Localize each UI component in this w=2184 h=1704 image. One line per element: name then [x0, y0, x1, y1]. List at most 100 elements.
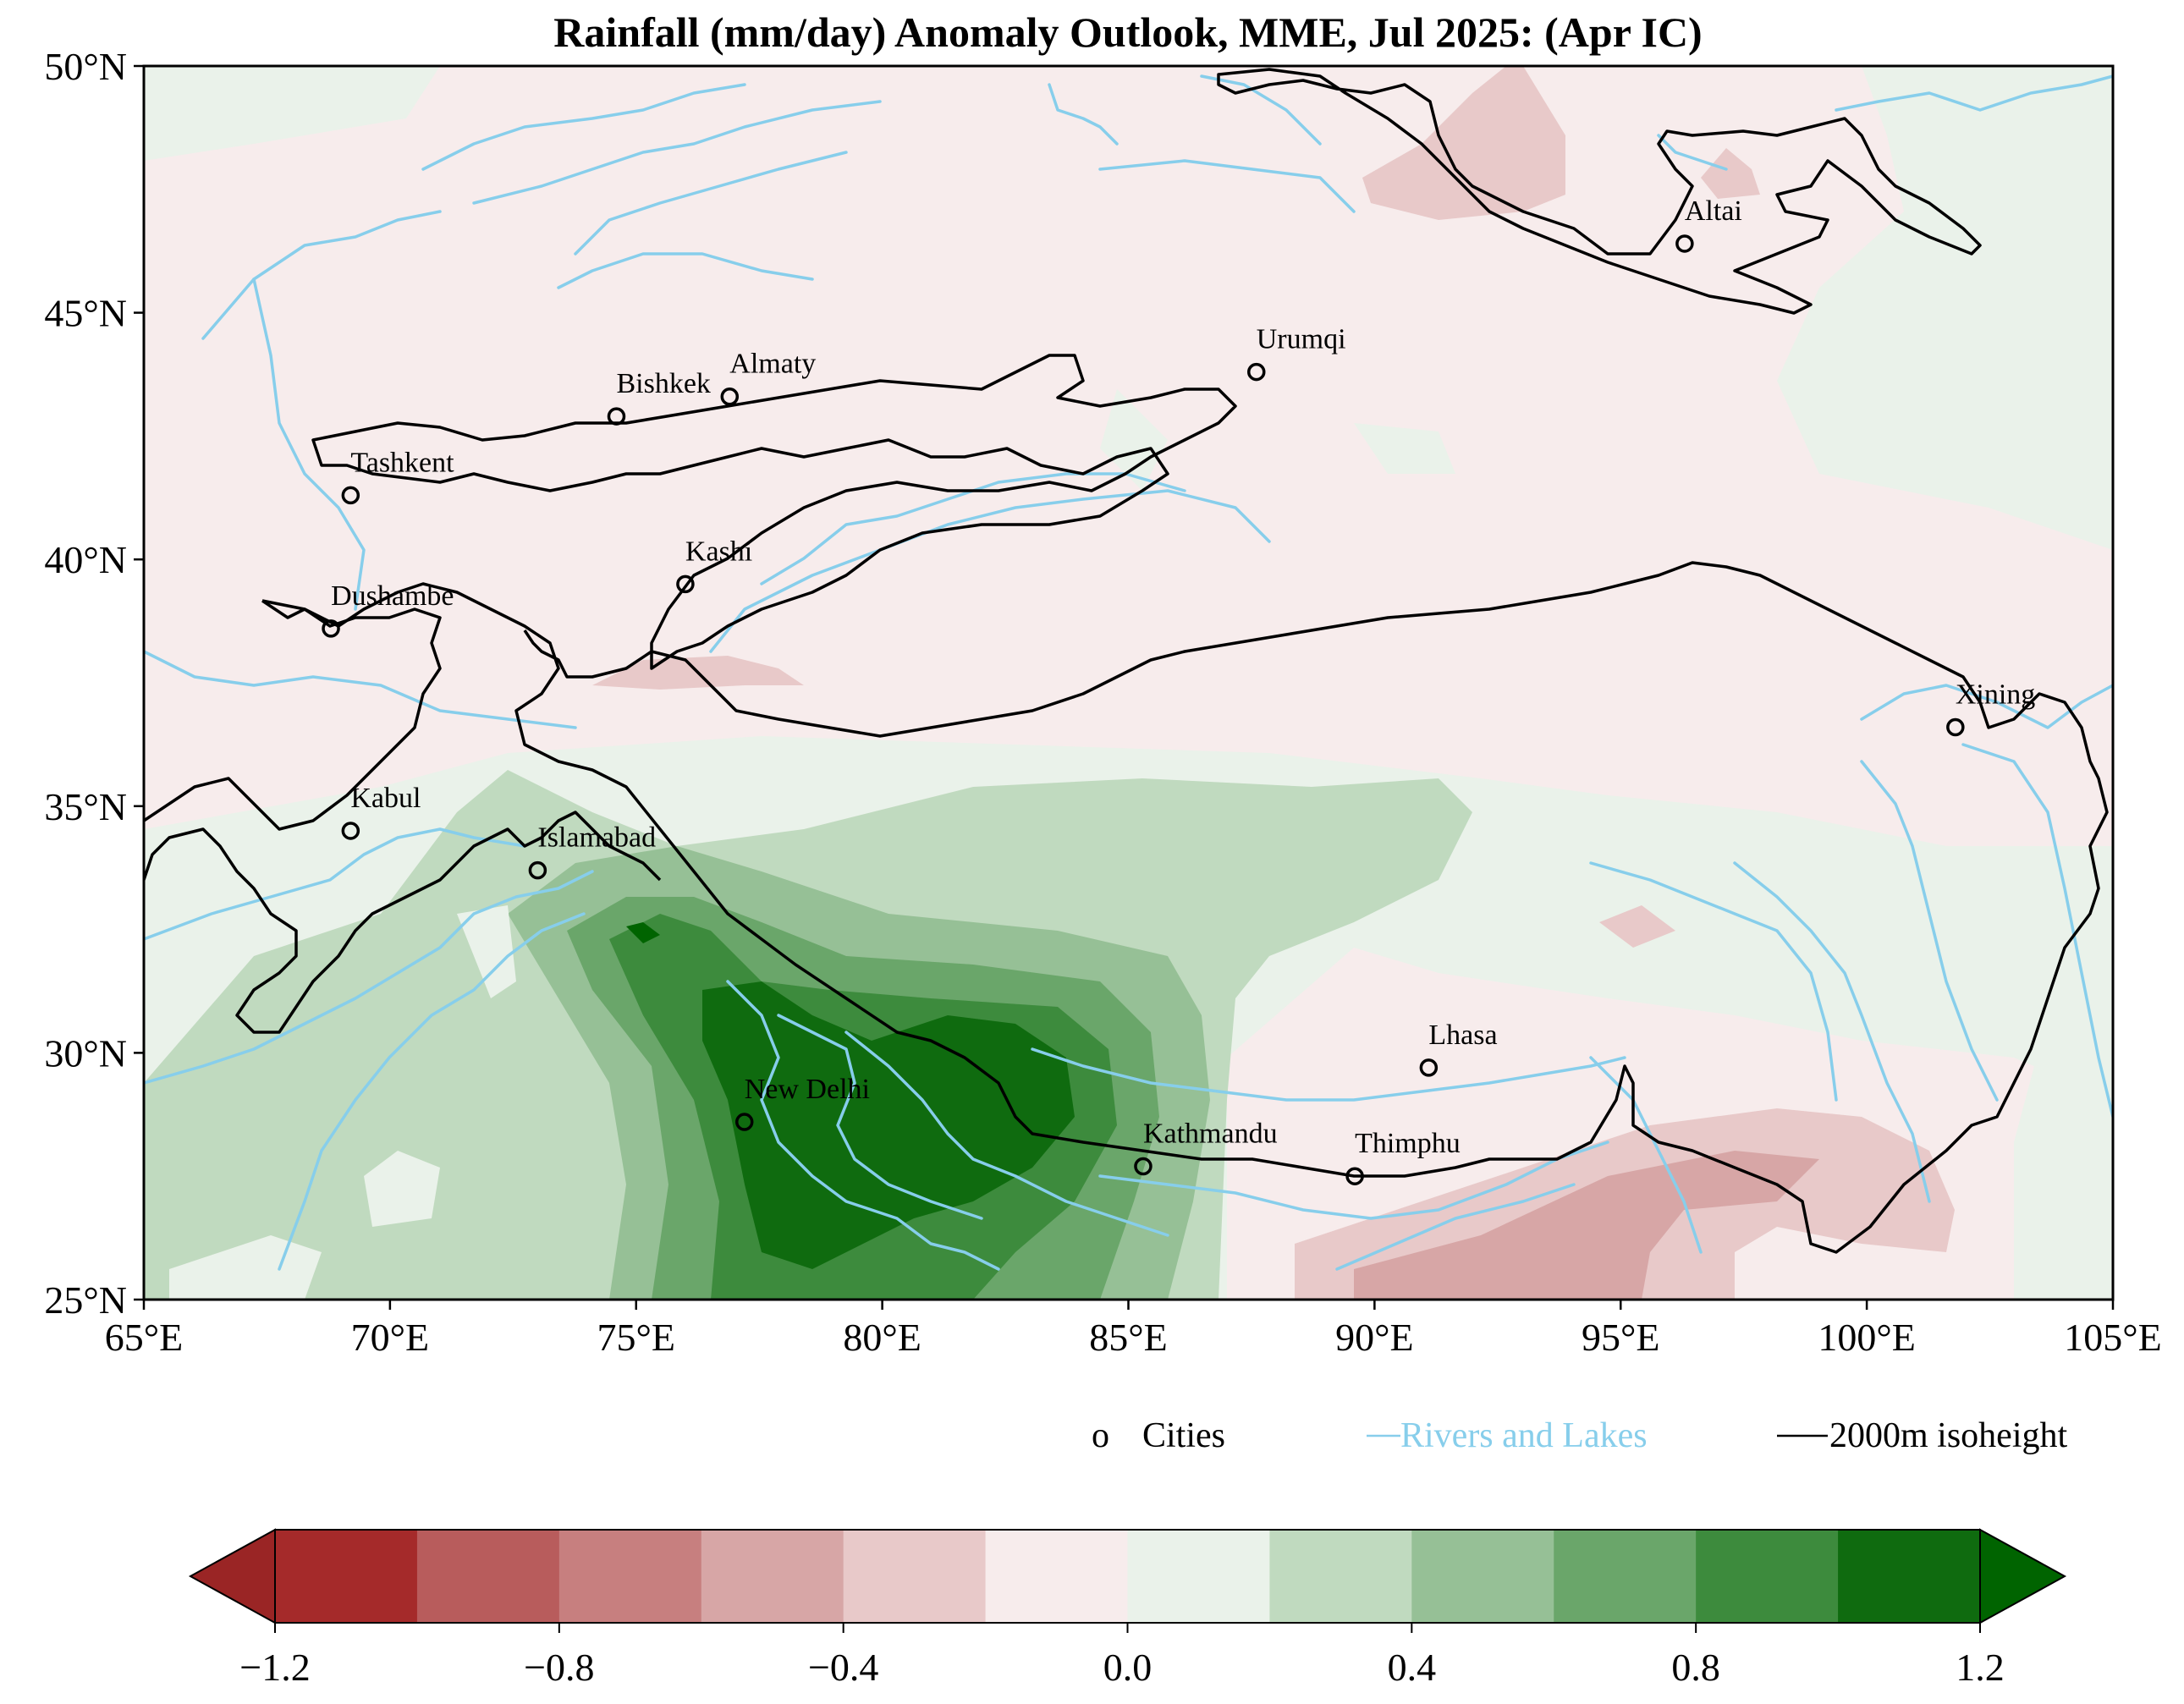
- river-north-8: [1098, 159, 1356, 213]
- x-tick-label: 65°E: [105, 1316, 184, 1359]
- city-marker: [341, 822, 360, 840]
- anomaly-band-neg-0.2-0.4-altai: [1701, 148, 1760, 199]
- colorbar-segment: [558, 1530, 702, 1623]
- map-area: Altai Urumqi Almaty Bishkek Tashkent Kashi Dus…: [144, 66, 2113, 1300]
- city-label: Almaty: [729, 349, 816, 380]
- river-east-3: [1733, 861, 1931, 1203]
- anomaly-band-neg-0.2-0.4-north: [1362, 66, 1565, 220]
- river-brahmaputra: [1098, 1141, 1609, 1220]
- x-tick-label: 100°E: [1818, 1316, 1916, 1359]
- river-tarim: [709, 489, 1271, 653]
- river-west-1: [144, 650, 577, 729]
- river-east-4: [1860, 760, 1999, 1102]
- colorbar-segment: [1127, 1530, 1270, 1623]
- anomaly-band-1.0-1.2: [702, 981, 1075, 1269]
- anomaly-band-light-green-patch-b: [1354, 423, 1455, 474]
- isoheight-tibet: [261, 561, 2109, 1254]
- colorbar-segment: [701, 1530, 844, 1623]
- x-tick-label: 70°E: [351, 1316, 430, 1359]
- isoheight-pamir-hindukush: [144, 599, 442, 831]
- y-tick-label: 25°N: [44, 1278, 127, 1322]
- anomaly-band-light-green-ne: [1777, 66, 2113, 550]
- y-tick-label: 45°N: [44, 292, 127, 335]
- legend-cities-marker: o: [1092, 1416, 1109, 1455]
- city-bishkek: Bishkek: [607, 368, 711, 426]
- city-marker: [607, 407, 626, 426]
- colorbar-tick-label: −0.4: [808, 1646, 878, 1689]
- y-tick-label: 30°N: [44, 1031, 127, 1075]
- river-indus-3: [278, 912, 586, 1271]
- axis-tick-labels: 65°E 70°E 75°E 80°E 85°E 90°E 95°E 100°E 105°E 50…: [44, 45, 2161, 1359]
- city-marker: [734, 1113, 754, 1131]
- city-marker: [676, 574, 695, 594]
- y-tick-label: 40°N: [44, 538, 127, 581]
- river-east-5: [1961, 743, 2113, 1119]
- colorbar-segment: [985, 1530, 1128, 1623]
- city-islamabad: Islamabad: [528, 822, 656, 880]
- legend: o Cities Rivers and Lakes 2000m isoheigh…: [1092, 1416, 2067, 1455]
- city-marker: [1946, 717, 1965, 737]
- river-ganges-3: [844, 1031, 1169, 1237]
- legend-isoheight-label: 2000m isoheight: [1829, 1416, 2067, 1455]
- anomaly-band-light-green-patch-a: [1100, 389, 1168, 491]
- colorbar-extend-under: [188, 1528, 276, 1624]
- isoheight-afghan-west: [144, 811, 662, 1034]
- x-tick-label: 75°E: [597, 1316, 676, 1359]
- isoheight-tianshan: [311, 354, 1237, 670]
- colorbar-segment: [275, 1530, 418, 1623]
- colorbar-tick-label: −1.2: [239, 1646, 310, 1689]
- city-marker: [528, 860, 547, 880]
- city-kabul: Kabul: [341, 783, 421, 840]
- river-south-east: [1335, 1183, 1576, 1271]
- axis-ticks: [134, 64, 2115, 1310]
- city-altai: Altai: [1675, 195, 1742, 253]
- city-marker: [720, 387, 740, 406]
- city-label: Urumqi: [1257, 324, 1346, 355]
- city-new-delhi: New Delhi: [734, 1074, 870, 1131]
- city-marker: [1134, 1157, 1153, 1176]
- colorbar-tick-label: −0.8: [524, 1646, 594, 1689]
- city-marker: [1247, 362, 1266, 382]
- river-yarlung: [1031, 1047, 1626, 1102]
- colorbar-segment: [1696, 1530, 1839, 1623]
- legend-cities-label: Cities: [1142, 1416, 1225, 1455]
- anomaly-band-over-1.2-patch: [626, 922, 660, 943]
- city-label: Islamabad: [537, 822, 656, 854]
- city-kashi: Kashi: [676, 536, 752, 594]
- colorbar-segment: [1269, 1530, 1412, 1623]
- x-tick-label: 85°E: [1089, 1316, 1168, 1359]
- city-tashkent: Tashkent: [341, 447, 454, 505]
- colorbar-tick-label: 0.0: [1103, 1646, 1153, 1689]
- city-label: Bishkek: [616, 368, 710, 399]
- colorbar-segment: [1838, 1530, 1981, 1623]
- x-tick-label: 90°E: [1335, 1316, 1414, 1359]
- city-label: Xining: [1956, 679, 2035, 710]
- anomaly-band-neg-0.2-0.4-patch: [1599, 905, 1675, 948]
- anomaly-band-light-green-patch-d: [457, 905, 516, 998]
- river-north-3: [421, 83, 746, 171]
- city-xining: Xining: [1946, 679, 2035, 737]
- x-tick-label: 80°E: [843, 1316, 921, 1359]
- river-tarim-2: [760, 472, 1186, 585]
- river-north-2: [252, 278, 366, 611]
- city-marker: [1345, 1167, 1364, 1185]
- city-dushambe: Dushambe: [322, 580, 454, 638]
- colorbar-extend-over: [1979, 1528, 2067, 1624]
- river-indus-1: [144, 827, 526, 941]
- anomaly-band-light-green-patch-c: [364, 1151, 440, 1227]
- river-indus-2: [144, 870, 594, 1085]
- city-label: New Delhi: [745, 1074, 870, 1105]
- city-label: Kashi: [685, 536, 752, 567]
- y-tick-label: 35°N: [44, 785, 127, 828]
- colorbar-segment: [1411, 1530, 1554, 1623]
- x-tick-label: 95°E: [1582, 1316, 1660, 1359]
- city-label: Dushambe: [331, 580, 454, 612]
- river-north-6: [472, 100, 882, 205]
- city-label: Tashkent: [350, 447, 454, 478]
- anomaly-band-light-green-east: [2014, 846, 2113, 1300]
- city-almaty: Almaty: [720, 349, 816, 406]
- river-north-5: [574, 151, 848, 256]
- city-marker: [341, 486, 360, 505]
- city-label: Lhasa: [1428, 1020, 1497, 1051]
